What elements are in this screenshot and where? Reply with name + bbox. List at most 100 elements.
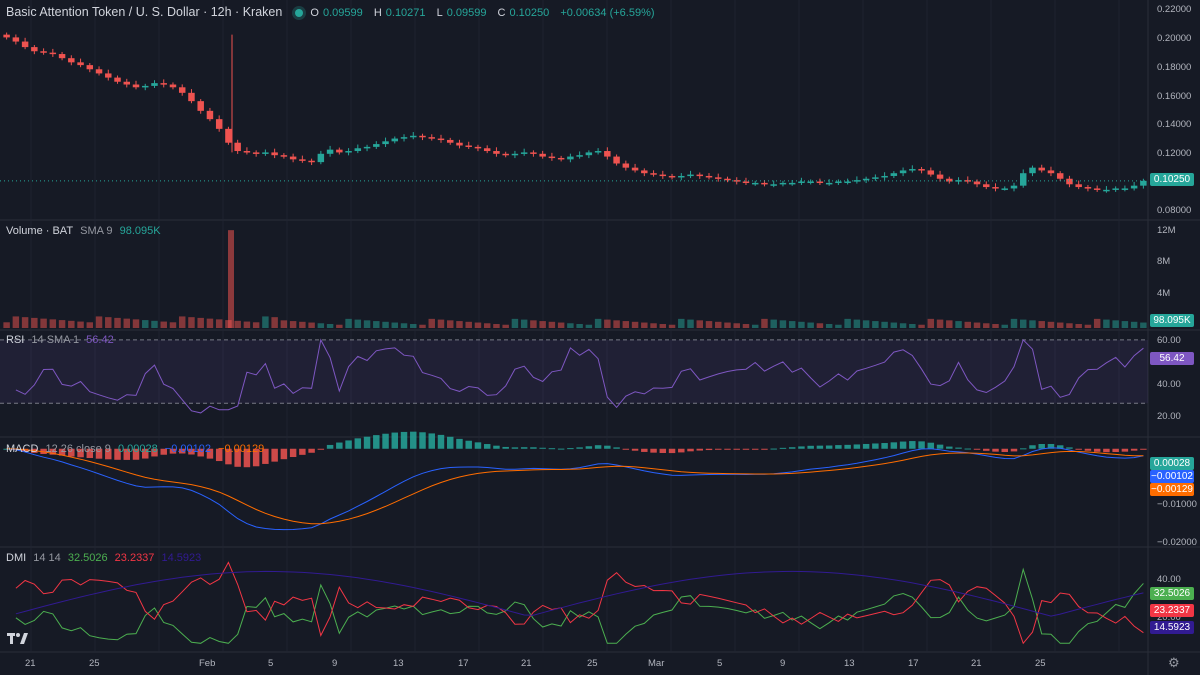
price-candle	[400, 137, 408, 139]
macd-histogram-bar	[622, 448, 630, 450]
ohlc-close: C 0.10250	[497, 7, 550, 19]
macd-histogram-bar	[114, 448, 121, 460]
volume-bar	[243, 321, 251, 328]
volume-bar	[751, 324, 759, 328]
volume-bar	[363, 320, 371, 328]
volume-tick: 12M	[1157, 225, 1176, 236]
rsi-tick: 40.00	[1157, 379, 1181, 390]
macd-histogram-bar	[391, 432, 399, 449]
volume-bar	[1130, 321, 1138, 328]
price-candle	[631, 167, 639, 171]
rsi-legend[interactable]: RSI 14 SMA 1 56.42	[6, 334, 118, 346]
price-tick: 0.16000	[1157, 91, 1192, 102]
price-candle	[1001, 188, 1008, 190]
price-candle	[520, 152, 528, 154]
volume-bar	[289, 321, 297, 328]
macd-histogram-bar	[419, 432, 426, 449]
rsi-label: RSI	[6, 334, 25, 346]
macd-histogram-bar	[585, 446, 593, 449]
macd-histogram-bar	[1093, 448, 1101, 452]
volume-bar	[872, 321, 879, 328]
volume-bar	[1093, 318, 1101, 328]
volume-bar	[909, 324, 916, 328]
price-candle	[548, 156, 556, 159]
dmi-legend[interactable]: DMI 14 14 32.5026 23.2337 14.5923	[6, 552, 205, 564]
volume-bar	[373, 321, 380, 328]
macd-histogram-bar	[853, 444, 861, 449]
price-candle	[742, 181, 750, 184]
volume-bar	[336, 324, 343, 328]
price-candle	[428, 137, 435, 139]
volume-bar	[419, 324, 426, 328]
price-candle	[68, 58, 75, 63]
settings-gear-icon[interactable]: ⚙	[1168, 655, 1180, 670]
macd-histogram-bar	[215, 448, 223, 462]
price-candle	[142, 85, 149, 88]
macd-histogram-bar	[1084, 448, 1092, 451]
price-candle	[21, 41, 29, 48]
price-candle	[770, 184, 777, 186]
volume-bar	[428, 318, 435, 328]
volume-bar	[77, 321, 84, 328]
volume-bar	[520, 319, 528, 328]
tradingview-logo-icon[interactable]	[6, 630, 30, 648]
volume-bar	[400, 323, 408, 328]
price-candle	[271, 152, 278, 156]
volume-bar	[992, 324, 999, 328]
macd-histogram-bar	[696, 448, 704, 451]
macd-histogram-bar	[779, 447, 787, 449]
price-candle	[502, 153, 509, 156]
volume-bar	[964, 321, 972, 328]
price-tick: 0.18000	[1157, 62, 1192, 73]
macd-histogram-bar	[95, 448, 103, 459]
macd-histogram-bar	[1130, 448, 1138, 451]
macd-histogram-bar	[576, 447, 583, 449]
price-candle	[1103, 189, 1110, 192]
price-candle	[594, 151, 602, 153]
price-candle	[798, 181, 805, 184]
volume-bar	[280, 320, 288, 328]
price-candle	[557, 157, 565, 160]
volume-bar	[567, 323, 574, 328]
macd-histogram-bar	[825, 445, 833, 449]
price-candle	[1066, 178, 1073, 185]
macd-histogram-bar	[1066, 447, 1073, 449]
macd-histogram-bar	[724, 448, 731, 450]
volume-legend[interactable]: Volume · BAT SMA 9 98.095K	[6, 225, 165, 237]
macd-histogram-bar	[659, 448, 667, 453]
volume-bar	[862, 320, 870, 328]
macd-histogram-bar	[1056, 445, 1064, 449]
volume-bar	[86, 322, 94, 328]
price-candle	[419, 135, 426, 138]
macd-histogram-bar	[890, 442, 898, 449]
macd-histogram-bar	[1140, 448, 1147, 450]
macd-histogram-bar	[502, 446, 509, 449]
price-candle	[410, 135, 417, 138]
price-candle	[299, 159, 306, 161]
macd-params: 12 26 close 9	[45, 443, 111, 455]
volume-bar	[678, 318, 685, 328]
price-candle	[816, 181, 824, 184]
volume-bar	[299, 321, 306, 328]
price-candle	[483, 148, 491, 152]
price-candle	[696, 174, 704, 177]
volume-bar	[807, 322, 814, 328]
volume-bar	[622, 321, 630, 328]
price-candle	[197, 101, 204, 111]
volume-bar	[3, 322, 10, 328]
macd-histogram-bar	[197, 448, 204, 457]
price-candle	[12, 37, 20, 42]
macd-histogram-bar	[1047, 443, 1055, 449]
volume-bar	[641, 322, 648, 328]
macd-histogram-bar	[178, 448, 186, 454]
price-candle	[715, 177, 722, 179]
volume-bar	[1084, 324, 1092, 328]
macd-histogram-bar	[946, 446, 953, 449]
dmi-params: 14 14	[33, 552, 61, 564]
macd-legend[interactable]: MACD 12 26 close 9 0.00028 −0.00102 −0.0…	[6, 443, 268, 455]
volume-bar	[927, 318, 935, 328]
macd-histogram-bar	[188, 448, 195, 455]
macd-histogram-bar	[289, 448, 297, 458]
symbol-title[interactable]: Basic Attention Token / U. S. Dollar · 1…	[6, 5, 283, 19]
